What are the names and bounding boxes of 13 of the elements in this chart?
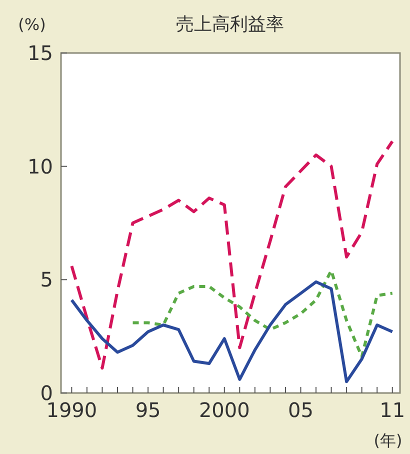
x-tick-label: 2000 <box>198 398 250 422</box>
y-tick-label: 5 <box>40 268 53 292</box>
x-tick-label: 11 <box>380 398 406 422</box>
chart-title: 売上高利益率 <box>176 14 284 35</box>
y-tick-label: 10 <box>28 154 53 178</box>
y-tick-label: 15 <box>28 41 53 65</box>
line-series <box>70 280 394 384</box>
x-tick-label: 95 <box>135 398 161 422</box>
x-axis-title: (年) <box>374 431 402 450</box>
y-axis-title: (%) <box>18 15 46 34</box>
x-tick-label: 05 <box>288 398 314 422</box>
line-series <box>70 140 394 370</box>
line-series <box>131 269 394 358</box>
